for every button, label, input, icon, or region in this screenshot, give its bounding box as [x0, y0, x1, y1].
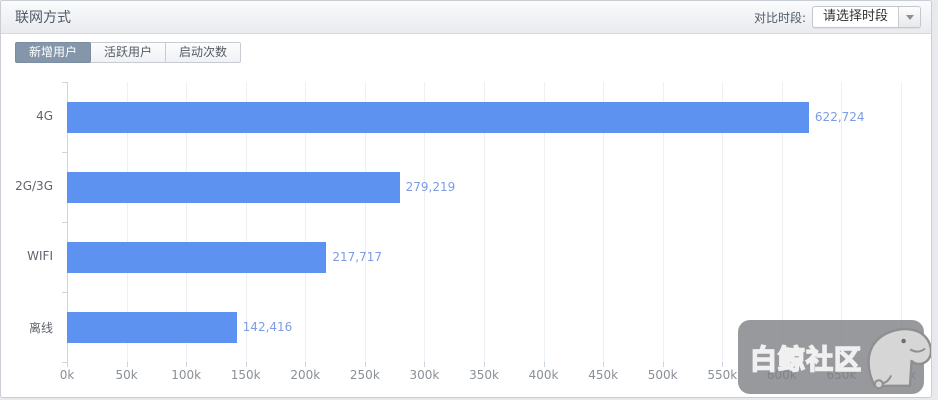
widget-header: 联网方式 对比时段: 请选择时段: [1, 1, 931, 34]
category-label: 2G/3G: [15, 179, 53, 193]
bar-4g: [67, 101, 809, 133]
bar-wifi: [67, 241, 327, 273]
bar-chart-plot-area: 622,724 279,219 217,717 142,416: [62, 82, 902, 367]
x-axis-tick: [722, 362, 724, 367]
x-axis-tick: [67, 362, 68, 367]
period-select[interactable]: 请选择时段: [811, 6, 921, 28]
x-axis-tick: [305, 362, 307, 367]
gridline: [424, 82, 426, 362]
x-tick-label: 500k: [647, 368, 678, 382]
period-select-value[interactable]: 请选择时段: [822, 9, 888, 24]
bar-value-label: 622,724: [814, 109, 865, 124]
gridline: [186, 82, 188, 362]
period-select-arrow-button[interactable]: [898, 7, 920, 27]
gridline: [126, 82, 128, 362]
x-tick-label: 0k: [59, 368, 75, 382]
category-label: WIFI: [27, 249, 53, 263]
x-axis-tick: [245, 362, 247, 367]
x-tick-label: 100k: [171, 368, 202, 382]
gridline: [484, 82, 485, 362]
gridline: [901, 82, 902, 362]
gridline: [841, 82, 843, 362]
compare-period-control: 对比时段: 请选择时段: [754, 6, 921, 28]
x-tick-label: 150k: [230, 368, 261, 382]
y-axis-tick: [62, 82, 67, 83]
x-tick-label: 400k: [528, 368, 559, 382]
gridline: [364, 82, 366, 362]
gridline: [543, 82, 545, 362]
x-tick-label: 50k: [115, 368, 138, 382]
gridline: [305, 82, 307, 362]
watermark-text: 白鲸社区: [749, 344, 862, 377]
bar-value-label: 279,219: [405, 179, 456, 194]
x-axis-tick: [126, 362, 128, 367]
x-axis-tick: [662, 362, 664, 367]
bar-value-label: 142,416: [242, 319, 293, 334]
y-axis-tick: [62, 362, 67, 363]
x-axis-tick: [484, 362, 485, 367]
gridline: [722, 82, 724, 362]
y-axis-line: [67, 82, 68, 362]
watermark: 白鲸社区: [738, 320, 931, 394]
bar-2g-3g: [67, 171, 400, 203]
category-axis: 4G 2G/3G WIFI 离线: [1, 82, 59, 362]
gridline: [603, 82, 605, 362]
category-label: 4G: [36, 109, 53, 123]
tab-new-users[interactable]: 新增用户: [15, 42, 92, 63]
x-axis-tick: [364, 362, 366, 367]
y-axis-tick: [62, 222, 67, 223]
x-tick-label: 450k: [588, 368, 619, 382]
y-axis-tick: [62, 292, 67, 293]
x-axis-tick: [424, 362, 426, 367]
tab-active-users[interactable]: 活跃用户: [90, 42, 167, 63]
y-axis-tick: [62, 152, 67, 153]
x-tick-label: 550k: [707, 368, 738, 382]
x-axis-tick: [543, 362, 545, 367]
bar-value-label: 217,717: [332, 249, 383, 264]
gridline: [781, 82, 783, 362]
whale-mascot-icon: [867, 327, 931, 390]
tab-launch-count[interactable]: 启动次数: [165, 42, 242, 63]
x-tick-label: 300k: [409, 368, 440, 382]
metric-tabs: 新增用户 活跃用户 启动次数: [15, 42, 931, 63]
x-tick-label: 200k: [290, 368, 321, 382]
x-axis-tick: [186, 362, 188, 367]
x-tick-label: 350k: [469, 368, 499, 382]
gridline: [662, 82, 664, 362]
gridline: [245, 82, 247, 362]
x-tick-label: 250k: [349, 368, 380, 382]
page-title: 联网方式: [15, 10, 71, 26]
category-label: 离线: [28, 321, 53, 335]
chevron-down-icon: [905, 14, 914, 20]
x-axis-tick: [603, 362, 605, 367]
bar--: [67, 311, 237, 343]
compare-period-label: 对比时段:: [753, 10, 806, 25]
